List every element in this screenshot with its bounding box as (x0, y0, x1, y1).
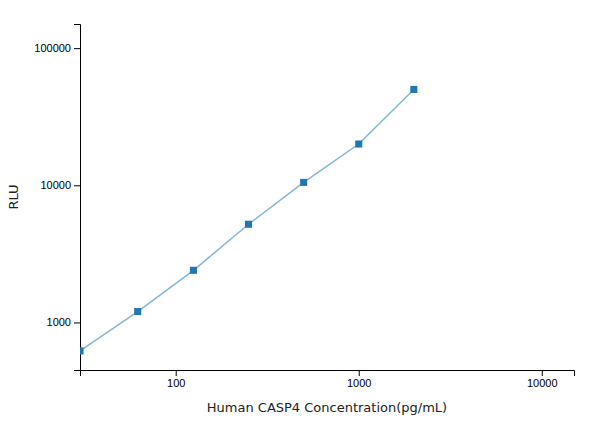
y-tick-label: 100000 (34, 42, 71, 54)
y-tick: 100000 (34, 42, 80, 54)
line (80, 89, 414, 350)
y-tick-mark (74, 48, 80, 49)
x-tick: 100 (167, 370, 185, 389)
y-axis: 1000 10000 100000 (34, 25, 80, 371)
chart-container: 100 1000 10000 1000 10000 100000 Human CASP4 C… (0, 0, 608, 426)
x-tick-label: 1000 (347, 377, 371, 389)
point (190, 267, 197, 274)
y-tick: 10000 (40, 179, 80, 191)
plot-area: 100 1000 10000 1000 10000 100000 (34, 25, 574, 389)
point (355, 140, 362, 147)
point (410, 86, 417, 93)
y-tick-mark (74, 322, 80, 323)
y-axis-title: RLU (6, 184, 21, 209)
chart: 100 1000 10000 1000 10000 100000 Human CASP4 C… (0, 0, 608, 426)
x-axis-title: Human CASP4 Concentration(pg/mL) (207, 400, 447, 415)
x-tick: 10000 (527, 370, 558, 389)
y-tick-label: 10000 (40, 179, 71, 191)
point (134, 308, 141, 315)
x-axis-line (81, 371, 575, 377)
point (300, 179, 307, 186)
x-tick: 1000 (347, 370, 371, 389)
x-tick-mark (542, 370, 543, 376)
y-tick-label: 1000 (47, 316, 71, 328)
x-axis: 100 1000 10000 (81, 370, 575, 389)
y-tick-mark (74, 185, 80, 186)
point (245, 221, 252, 228)
x-tick-label: 100 (167, 377, 185, 389)
y-tick: 1000 (47, 316, 80, 328)
x-tick-mark (359, 370, 360, 376)
point (80, 347, 84, 354)
marks (80, 86, 417, 355)
y-axis-line (74, 25, 81, 371)
x-tick-label: 10000 (527, 377, 558, 389)
x-tick-mark (176, 370, 177, 376)
